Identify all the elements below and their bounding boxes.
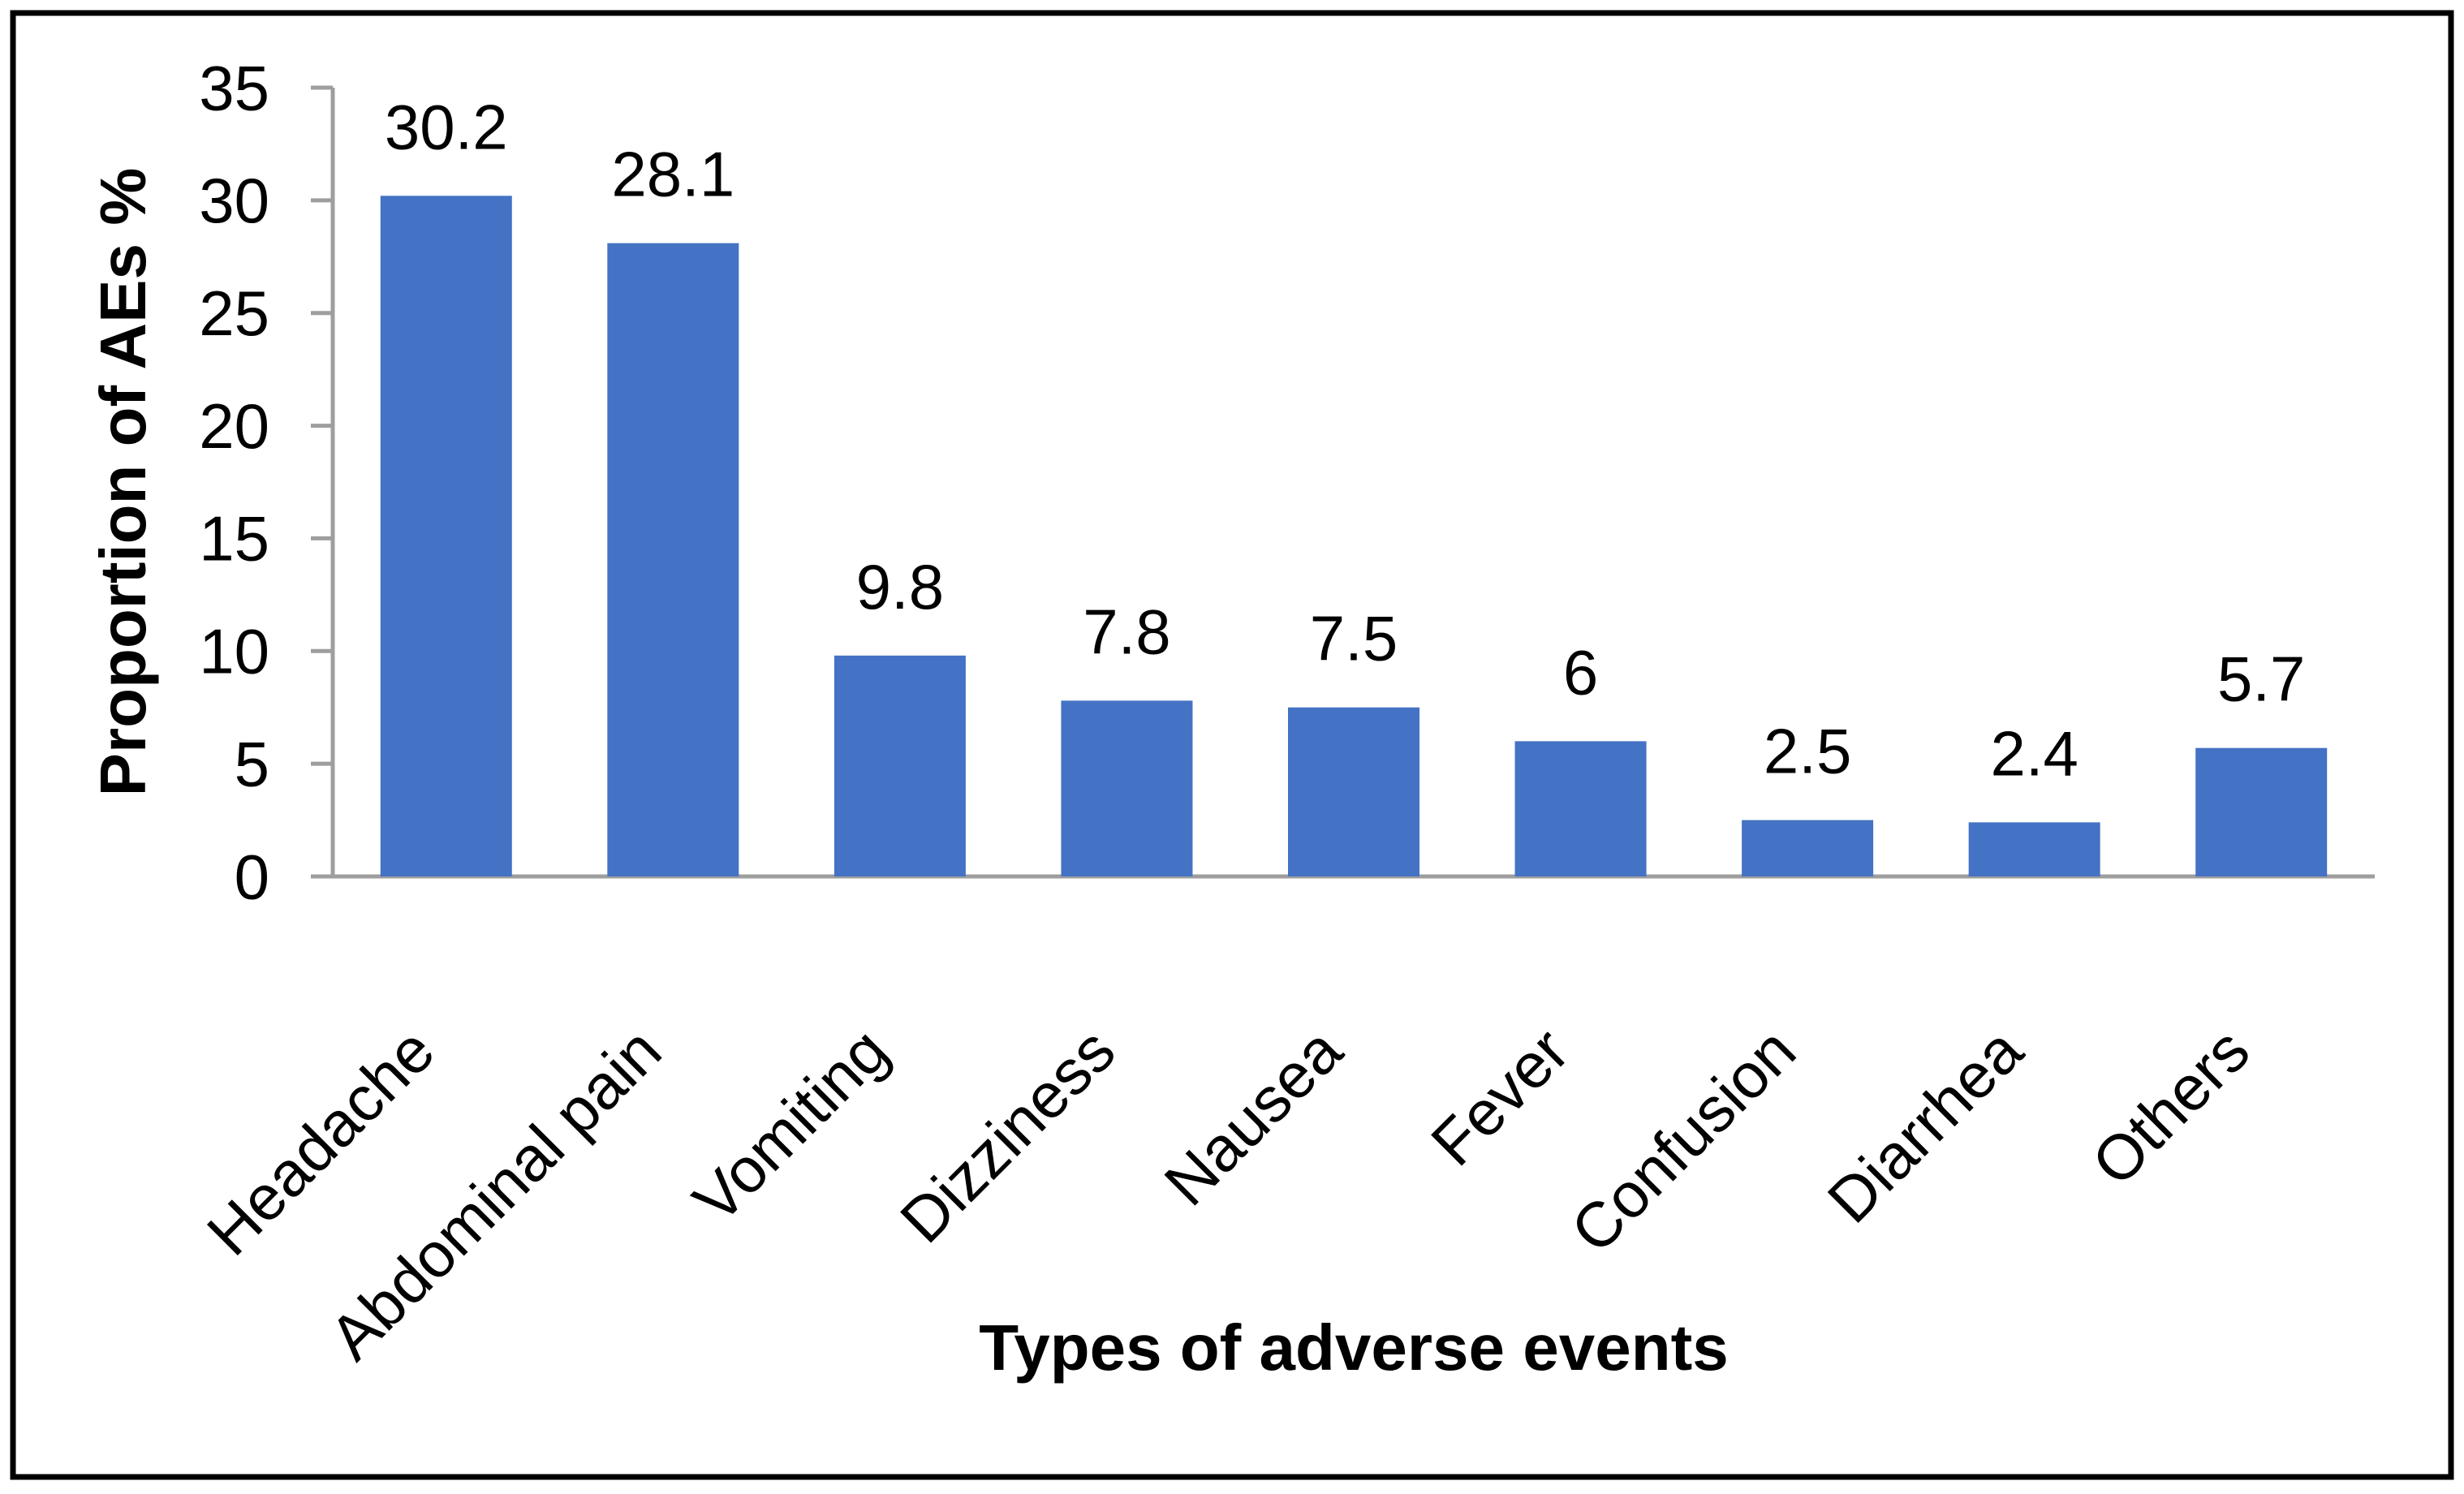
figure-border: [10, 10, 2454, 1480]
bar-value-label: 6: [1563, 636, 1598, 708]
x-category-label: Confusion: [1557, 1014, 1810, 1267]
x-axis-title: Types of adverse events: [979, 1311, 1728, 1384]
y-tick-label: 25: [199, 278, 269, 349]
bar-value-label: 30.2: [385, 91, 508, 162]
bar: [607, 243, 739, 876]
y-tick-label: 5: [235, 728, 269, 799]
y-axis-title: Proportion of AEs %: [87, 168, 159, 797]
bar-value-label: 9.8: [856, 551, 944, 622]
x-category-label: Others: [2078, 1014, 2263, 1199]
bar-value-label: 7.5: [1310, 603, 1398, 674]
x-category-label: Vomiting: [679, 1014, 902, 1237]
x-category-label: Nausea: [1151, 1014, 1356, 1219]
bar-value-label: 7.8: [1083, 596, 1170, 667]
bar: [834, 655, 966, 876]
bar-value-label: 5.7: [2217, 644, 2305, 715]
y-tick-label: 20: [199, 390, 269, 462]
bar-value-label: 2.5: [1764, 716, 1851, 787]
bar: [1742, 820, 1874, 876]
bar: [1968, 822, 2100, 876]
bar-value-label: 2.4: [1990, 717, 2078, 789]
y-tick-label: 15: [199, 503, 269, 575]
bar: [1061, 700, 1193, 876]
x-category-label: Fever: [1417, 1014, 1582, 1179]
bar-value-label: 28.1: [611, 139, 734, 210]
y-tick-label: 10: [199, 616, 269, 687]
y-tick-label: 35: [199, 52, 269, 123]
y-tick-label: 30: [199, 165, 269, 236]
y-tick-label: 0: [235, 841, 269, 912]
bar: [380, 196, 512, 876]
x-category-label: Dizziness: [886, 1014, 1128, 1256]
bar: [1288, 707, 1419, 876]
bar: [2195, 747, 2328, 876]
bar: [1514, 741, 1647, 876]
x-category-label: Diarrhea: [1814, 1014, 2036, 1236]
